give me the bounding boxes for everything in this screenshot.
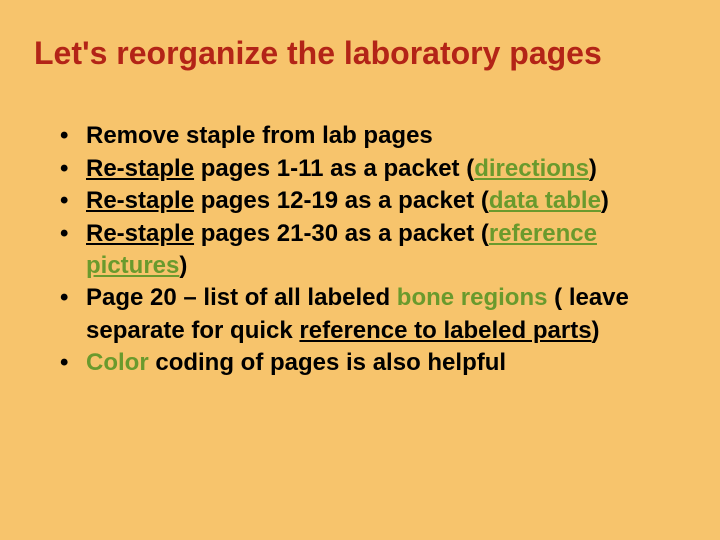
bullet-text: )	[179, 252, 187, 279]
bullet-text: )	[601, 187, 609, 214]
list-item: Page 20 – list of all labeled bone regio…	[60, 282, 686, 347]
bullet-underline: Re-staple	[86, 220, 194, 247]
bullet-text: pages 1-11 as a packet (	[194, 155, 474, 182]
bullet-highlight: directions	[474, 155, 589, 182]
bullet-underline: Re-staple	[86, 155, 194, 182]
list-item: Re-staple pages 21-30 as a packet (refer…	[60, 218, 686, 283]
bullet-highlight: Color	[86, 349, 149, 376]
bullet-text: pages 21-30 as a packet (	[194, 220, 489, 247]
bullet-highlight: data table	[489, 187, 601, 214]
list-item: Re-staple pages 1-11 as a packet (direct…	[60, 153, 686, 185]
bullet-text: coding of pages is also helpful	[149, 349, 506, 376]
bullet-list: Remove staple from lab pages Re-staple p…	[34, 120, 686, 379]
bullet-text: )	[589, 155, 597, 182]
bullet-underline: reference to labeled parts	[299, 317, 591, 344]
list-item: Re-staple pages 12-19 as a packet (data …	[60, 185, 686, 217]
bullet-text: Remove staple from lab pages	[86, 122, 433, 149]
bullet-text: )	[592, 317, 600, 344]
list-item: Color coding of pages is also helpful	[60, 347, 686, 379]
bullet-highlight: bone regions	[397, 284, 548, 311]
bullet-underline: Re-staple	[86, 187, 194, 214]
slide: Let's reorganize the laboratory pages Re…	[0, 0, 720, 540]
list-item: Remove staple from lab pages	[60, 120, 686, 152]
slide-title: Let's reorganize the laboratory pages	[34, 34, 686, 72]
bullet-text: pages 12-19 as a packet (	[194, 187, 489, 214]
bullet-text: Page 20 – list of all labeled	[86, 284, 397, 311]
